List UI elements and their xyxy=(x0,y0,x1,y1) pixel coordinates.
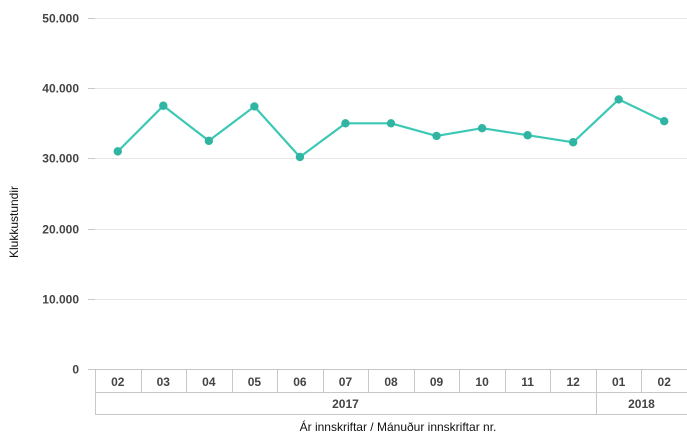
data-point xyxy=(568,138,578,147)
grid-lines xyxy=(95,18,687,300)
y-tick-label: 20.000 xyxy=(42,223,79,237)
data-point xyxy=(250,102,259,111)
data-point xyxy=(295,152,305,162)
x-tick-label: 06 xyxy=(293,375,307,389)
data-point xyxy=(523,131,532,140)
x-group-label: 2018 xyxy=(628,397,655,411)
x-tick-label: 04 xyxy=(202,375,216,389)
x-tick-label: 01 xyxy=(612,375,626,389)
data-point xyxy=(477,124,487,133)
x-axis-title: Ár innskriftar / Mánuður innskriftar nr. xyxy=(300,419,497,434)
x-group-label: 2017 xyxy=(332,397,359,411)
series-line xyxy=(116,98,666,159)
data-point xyxy=(614,95,623,104)
data-point xyxy=(159,101,168,110)
data-point xyxy=(386,119,396,128)
data-point xyxy=(432,131,441,141)
x-tick-label: 11 xyxy=(521,375,534,389)
x-tick-label: 02 xyxy=(111,375,125,389)
y-axis-title: Klukkustundir xyxy=(7,186,21,258)
x-tick-label: 02 xyxy=(658,375,672,389)
y-axis-ticks: 0 10.000 20.000 30.000 40.000 50.000 xyxy=(42,12,95,377)
y-tick-label: 40.000 xyxy=(42,82,79,96)
y-tick-label: 10.000 xyxy=(42,293,79,307)
y-tick-label: 30.000 xyxy=(42,152,79,166)
x-tick-label: 12 xyxy=(566,375,580,389)
y-tick-label: 0 xyxy=(72,363,79,377)
data-point xyxy=(204,136,214,146)
y-tick-label: 50.000 xyxy=(42,12,79,26)
x-tick-label: 03 xyxy=(157,375,171,389)
data-point xyxy=(113,147,122,156)
x-tick-label: 09 xyxy=(430,375,444,389)
x-axis: 02 03 04 05 06 07 08 09 10 11 12 01 02 2017 2018 xyxy=(95,369,687,415)
x-tick-label: 05 xyxy=(248,375,262,389)
x-tick-label: 08 xyxy=(384,375,398,389)
data-point xyxy=(660,116,669,126)
x-tick-label: 07 xyxy=(339,375,353,389)
x-tick-label: 10 xyxy=(475,375,489,389)
series-layer xyxy=(113,95,669,162)
data-point xyxy=(341,119,350,128)
